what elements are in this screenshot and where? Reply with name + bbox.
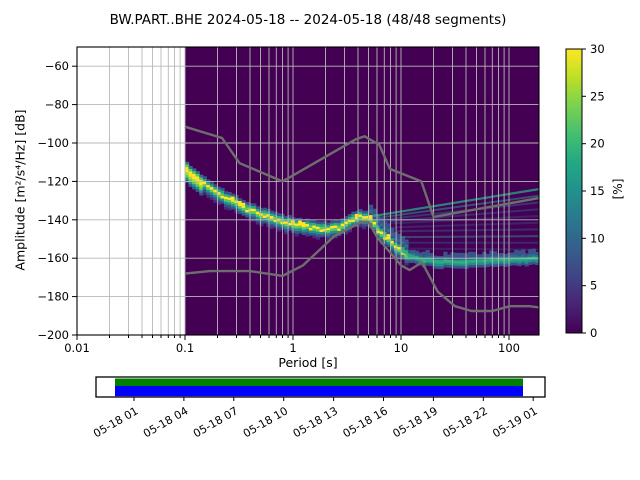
histogram-background: [185, 47, 539, 335]
colorbar-tick-label: 25: [590, 89, 605, 103]
timeline-extent-blue: [115, 386, 523, 397]
time-tick-label: 05-18 10: [241, 404, 290, 440]
nhnm-curve: [184, 125, 539, 219]
colorbar: 0 5 10 15 20 25 30: [565, 42, 605, 340]
colorbar-tick-label: 5: [590, 279, 597, 293]
y-tick-label: −100: [37, 136, 69, 150]
x-tick-label: 10: [394, 341, 409, 355]
y-tick-labels: −60 −80 −100 −120 −140 −160 −180 −200: [37, 59, 69, 342]
time-tick-label: 05-18 22: [440, 404, 489, 440]
x-axis-label: Period [s]: [278, 355, 338, 370]
colorbar-tick-label: 30: [590, 42, 605, 56]
x-tick-label: 100: [498, 341, 520, 355]
time-tick-label: 05-18 01: [91, 404, 140, 440]
timeline-bar: 05-18 01 05-18 04 05-18 07 05-18 10 05-18 13…: [91, 376, 546, 440]
y-tick-label: −60: [45, 59, 69, 73]
y-axis-ticks: [72, 65, 77, 336]
colorbar-tick-label: 20: [590, 137, 605, 151]
time-tick-label: 05-19 01: [490, 404, 539, 440]
time-tick-label: 05-18 07: [191, 404, 240, 440]
y-tick-label: −80: [45, 98, 69, 112]
timeline-coverage-green: [115, 378, 523, 386]
figure-title: BW.PART..BHE 2024-05-18 -- 2024-05-18 (4…: [109, 12, 507, 28]
colorbar-tick-label: 15: [590, 184, 605, 198]
y-tick-label: −200: [37, 328, 69, 342]
time-tick-label: 05-18 16: [341, 404, 390, 440]
noise-model-curves: [184, 125, 539, 313]
nlnm-curve: [184, 220, 539, 313]
x-tick-label: 0.1: [176, 341, 194, 355]
grid: [77, 47, 539, 335]
x-tick-label: 0.01: [64, 341, 90, 355]
colorbar-tick-label: 10: [590, 231, 605, 245]
time-tick-label: 05-18 13: [291, 404, 340, 440]
y-tick-label: −140: [37, 213, 69, 227]
colorbar-tick-label: 0: [590, 326, 597, 340]
x-tick-labels: 0.01 0.1 1 10 100: [64, 341, 520, 355]
x-axis-ticks: [76, 335, 510, 340]
x-tick-label: 1: [289, 341, 296, 355]
plot-border: [76, 46, 540, 336]
colorbar-gradient: [565, 48, 583, 334]
y-tick-label: −180: [37, 290, 69, 304]
y-tick-label: −120: [37, 174, 69, 188]
y-tick-label: −160: [37, 251, 69, 265]
time-tick-label: 05-18 19: [391, 404, 440, 440]
time-tick-label: 05-18 04: [141, 404, 190, 440]
